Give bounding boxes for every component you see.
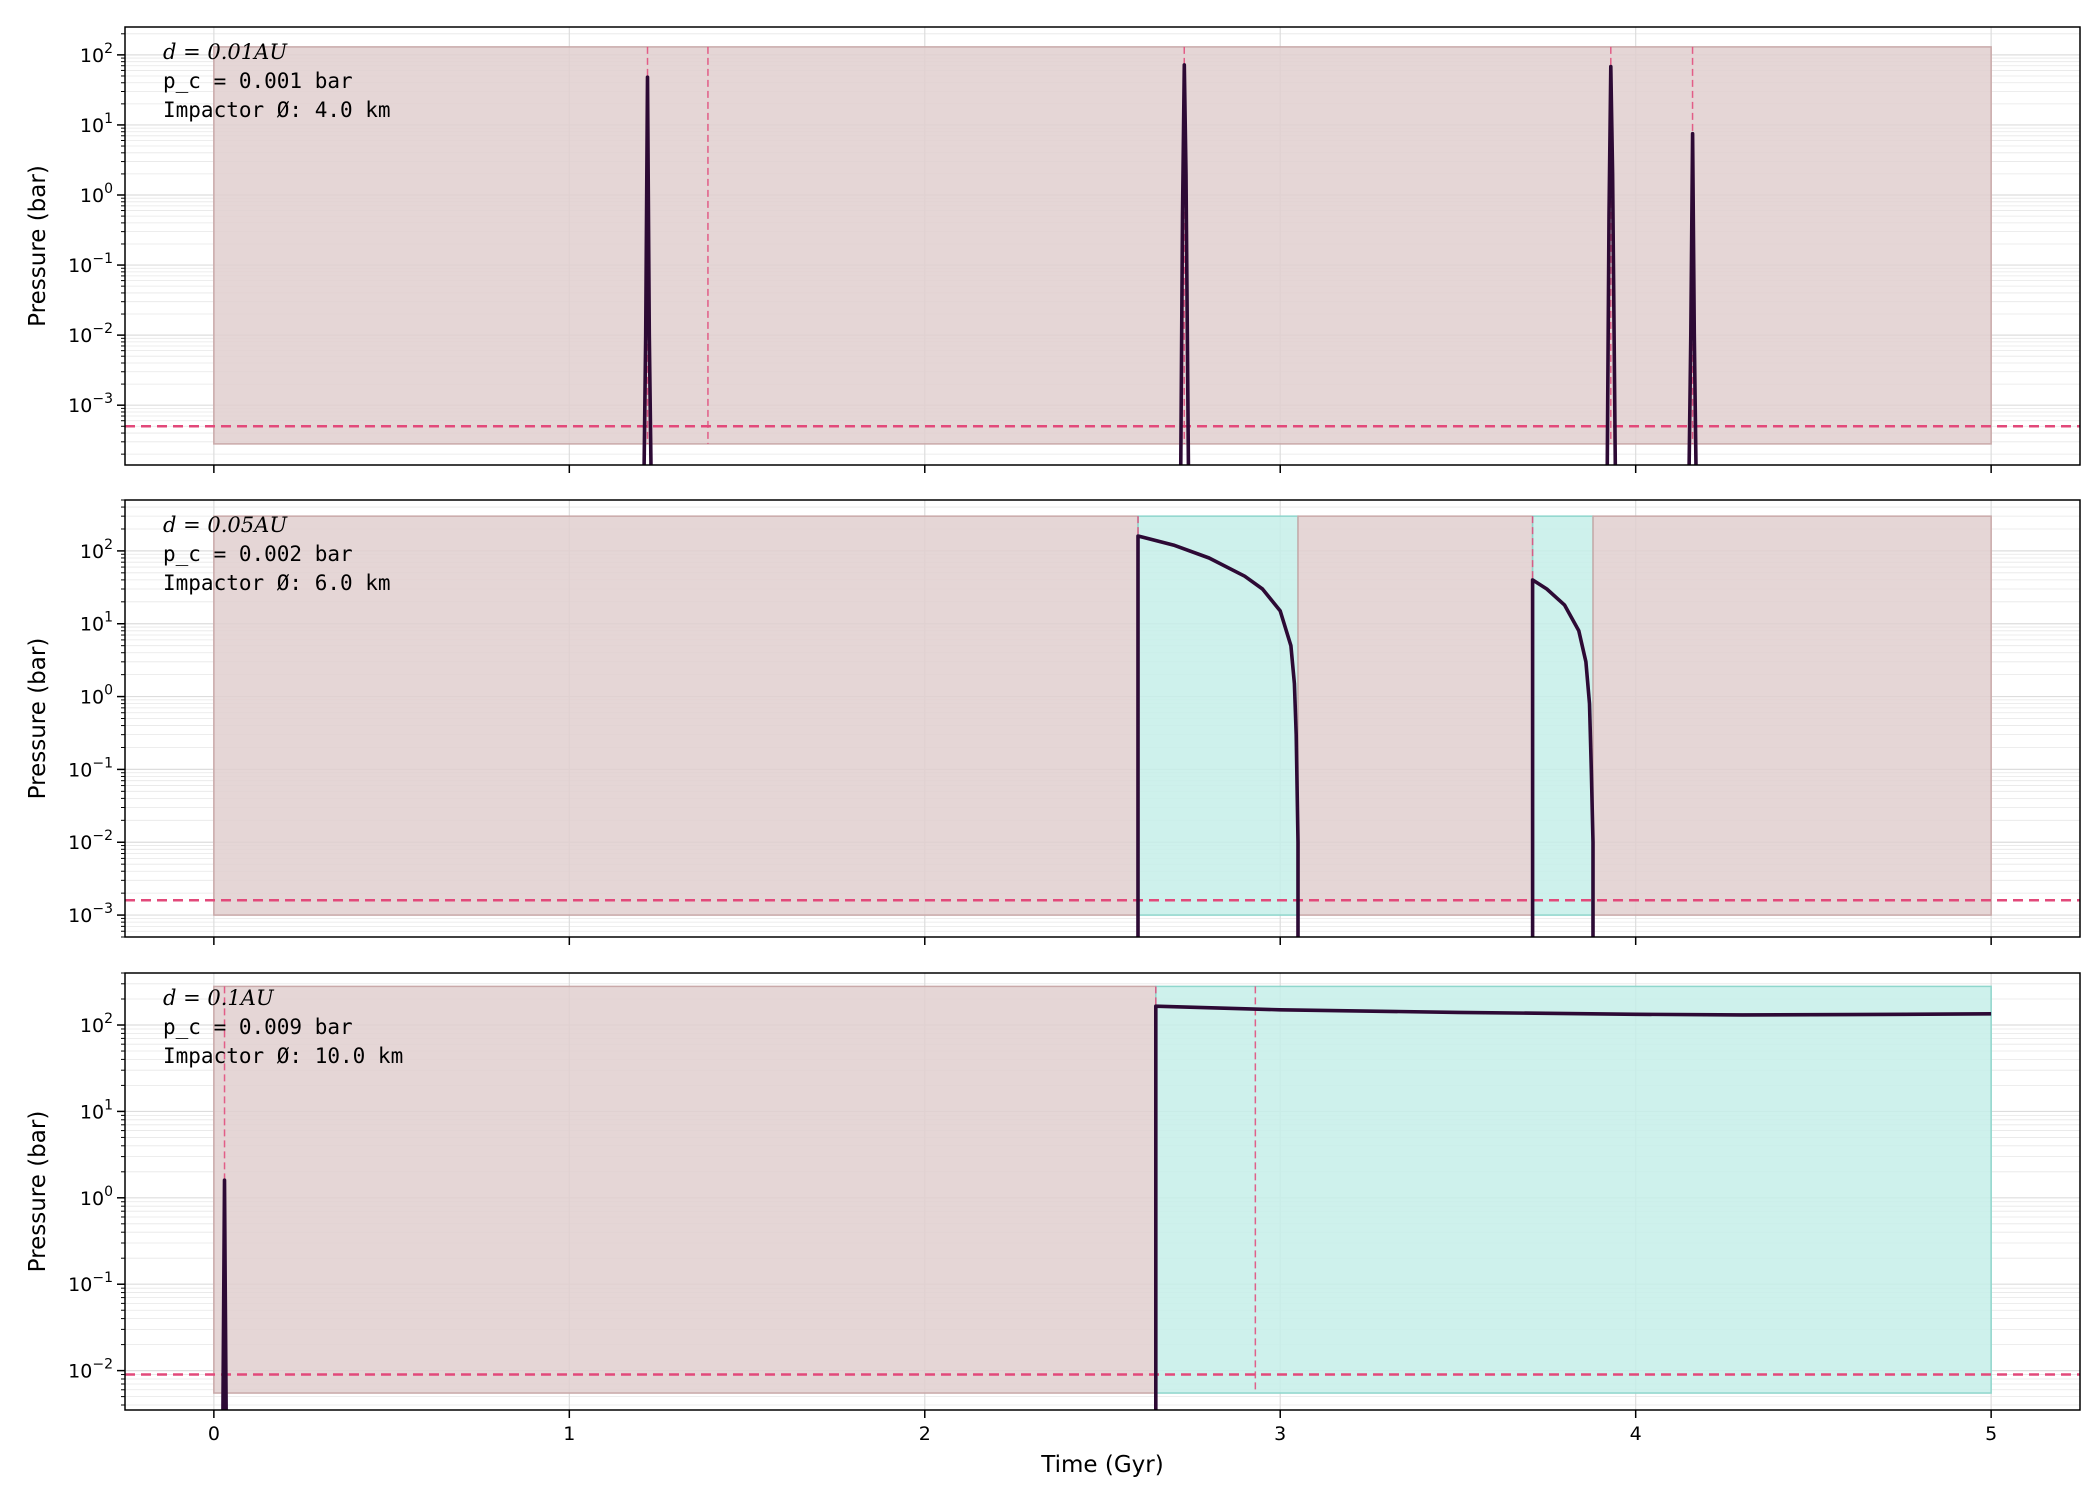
x-tick-label: 5 xyxy=(1985,1423,1997,1445)
panel3-y-axis-label: Pressure (bar) xyxy=(25,1111,51,1273)
y-tick-label: 10−3 xyxy=(68,391,113,417)
inactive-span xyxy=(213,985,1157,1394)
inactive-span xyxy=(213,46,1992,445)
active-span xyxy=(1137,515,1299,916)
pressure-series-line xyxy=(1605,64,1618,465)
pressure-series-line xyxy=(642,75,653,465)
panel1-plot-area xyxy=(125,27,2080,465)
panel3-plot: 10−2 10−1 100 101 102 0 1 2 3 4 5 Pressure (bar) d =… xyxy=(25,972,2081,1445)
pressure-series-line xyxy=(1136,534,1300,937)
active-span xyxy=(1155,985,1992,1394)
y-tick-label: 10−2 xyxy=(68,828,113,854)
y-tick-label: 10−1 xyxy=(68,755,113,781)
y-tick-label: 100 xyxy=(80,1184,113,1210)
y-tick-label: 100 xyxy=(80,683,113,709)
y-tick-label: 101 xyxy=(80,610,113,636)
panel2-distance-label: d = 0.05AU xyxy=(163,513,288,537)
y-tick-label: 10−2 xyxy=(68,321,113,347)
inactive-span xyxy=(1297,515,1534,916)
inactive-span xyxy=(213,515,1139,916)
pressure-series-line xyxy=(1178,63,1191,465)
x-tick-label: 2 xyxy=(919,1423,931,1445)
y-tick-label: 10−1 xyxy=(68,251,113,277)
panel1-plot: 10−3 10−2 10−1 100 101 102 Pressure (bar) d = 0… xyxy=(25,26,2081,473)
panel3-distance-label: d = 0.1AU xyxy=(163,986,275,1010)
pressure-series-line xyxy=(1687,131,1698,465)
pressure-series-line xyxy=(221,1178,228,1410)
panel3-plot-area xyxy=(125,973,2080,1410)
panel2-y-axis-label: Pressure (bar) xyxy=(25,638,51,800)
panel1-impactor-label: Impactor Ø: 4.0 km xyxy=(163,98,391,122)
x-axis-label: Time (Gyr) xyxy=(1040,1452,1163,1478)
y-tick-label: 10−2 xyxy=(68,1357,113,1383)
panel2-plot: 10−3 10−2 10−1 100 101 102 Pressure (bar) d = 0… xyxy=(25,499,2081,945)
x-tick-label: 0 xyxy=(208,1423,220,1445)
y-tick-label: 100 xyxy=(80,181,113,207)
panel1-frame xyxy=(124,26,2081,466)
y-tick-label: 102 xyxy=(80,41,113,67)
panel3-impactor-label: Impactor Ø: 10.0 km xyxy=(163,1044,403,1068)
y-tick-label: 10−1 xyxy=(68,1270,113,1296)
panel1-distance-label: d = 0.01AU xyxy=(163,40,288,64)
panel1-critical-pressure-label: p_c = 0.001 bar xyxy=(163,69,353,93)
inactive-span xyxy=(1592,515,1992,916)
panel2-plot-area xyxy=(125,500,2080,937)
y-tick-label: 101 xyxy=(80,1097,113,1123)
panel2-critical-pressure-label: p_c = 0.002 bar xyxy=(163,542,353,566)
x-tick-label: 1 xyxy=(563,1423,575,1445)
y-tick-label: 102 xyxy=(80,537,113,563)
pressure-series-line xyxy=(1530,578,1595,937)
panel1-y-axis-label: Pressure (bar) xyxy=(25,165,51,327)
panel2-impactor-label: Impactor Ø: 6.0 km xyxy=(163,571,391,595)
active-span xyxy=(1531,515,1594,916)
pressure-series-line xyxy=(1154,1004,1992,1410)
panel3-frame xyxy=(124,972,2081,1411)
y-tick-label: 102 xyxy=(80,1011,113,1037)
y-tick-label: 10−3 xyxy=(68,901,113,927)
y-tick-label: 101 xyxy=(80,111,113,137)
panel3-critical-pressure-label: p_c = 0.009 bar xyxy=(163,1015,353,1039)
x-tick-label: 4 xyxy=(1630,1423,1642,1445)
x-tick-label: 3 xyxy=(1274,1423,1286,1445)
